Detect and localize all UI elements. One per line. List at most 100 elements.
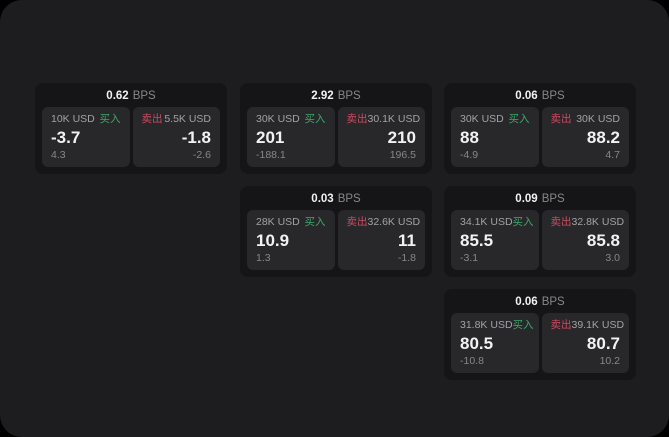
buy-quote-tile[interactable]: 30K USD 买入 201 -188.1 — [247, 107, 335, 167]
spread-bps-suffix: BPS — [132, 90, 156, 102]
buy-quote-tile[interactable]: 10K USD 买入 -3.7 4.3 — [42, 107, 130, 167]
quote-tiles: 31.8K USD 买入 80.5 -10.8 卖出 39.1K USD 80.… — [451, 313, 629, 373]
sell-price-value: 88.2 — [586, 128, 620, 147]
buy-quote-tile[interactable]: 31.8K USD 买入 80.5 -10.8 — [451, 313, 539, 373]
buy-price-value: 80.5 — [460, 334, 494, 353]
quote-tiles: 30K USD 买入 201 -188.1 卖出 30.1K USD 210 1… — [247, 107, 425, 167]
sell-size-label: 5.5K USD — [164, 113, 211, 125]
buy-price-value: 10.9 — [256, 231, 290, 250]
sell-delta-value: 3.0 — [605, 252, 620, 264]
sell-size-label: 30.1K USD — [367, 113, 421, 125]
sell-tile-top: 卖出 32.6K USD — [346, 216, 421, 228]
spread-header: 2.92 BPS — [240, 83, 432, 106]
buy-delta-value: 1.3 — [256, 252, 271, 264]
quote-tiles: 10K USD 买入 -3.7 4.3 卖出 5.5K USD -1.8 -2.… — [42, 107, 220, 167]
sell-tile-top: 卖出 30.1K USD — [346, 113, 421, 125]
sell-tile-top: 卖出 5.5K USD — [142, 114, 212, 125]
buy-side-badge: 买入 — [304, 113, 326, 125]
buy-delta-value: -188.1 — [256, 149, 286, 161]
quote-card: 0.06 BPS 30K USD 买入 88 -4.9 卖出 30K USD 8… — [444, 83, 636, 174]
buy-delta-value: -3.1 — [460, 252, 479, 264]
buy-side-badge: 买入 — [512, 319, 534, 331]
buy-delta-value: 4.3 — [51, 149, 66, 161]
quote-card: 2.92 BPS 30K USD 买入 201 -188.1 卖出 30.1K … — [240, 83, 432, 174]
sell-quote-tile[interactable]: 卖出 32.8K USD 85.8 3.0 — [541, 210, 629, 270]
buy-tile-top: 10K USD 买入 — [51, 114, 121, 125]
quote-tiles: 30K USD 买入 88 -4.9 卖出 30K USD 88.2 4.7 — [451, 107, 629, 167]
buy-quote-tile[interactable]: 34.1K USD 买入 85.5 -3.1 — [451, 210, 539, 270]
spread-header: 0.06 BPS — [444, 83, 636, 106]
buy-delta-value: -4.9 — [460, 149, 479, 161]
buy-tile-top: 30K USD 买入 — [256, 114, 326, 125]
spread-bps-suffix: BPS — [541, 90, 565, 102]
spread-bps-value: 2.92 — [311, 90, 334, 102]
buy-size-label: 31.8K USD — [460, 319, 513, 331]
buy-price-value: 88 — [460, 128, 479, 147]
buy-side-badge: 买入 — [99, 113, 121, 125]
buy-tile-top: 31.8K USD 买入 — [460, 319, 534, 331]
sell-size-label: 30K USD — [576, 113, 620, 125]
sell-price-value: -1.8 — [181, 128, 211, 147]
sell-size-label: 39.1K USD — [571, 319, 625, 331]
sell-price-value: 85.8 — [586, 231, 620, 250]
sell-quote-tile[interactable]: 卖出 32.6K USD 11 -1.8 — [337, 210, 425, 270]
sell-price-value: 11 — [398, 231, 416, 250]
quote-tiles: 34.1K USD 买入 85.5 -3.1 卖出 32.8K USD 85.8… — [451, 210, 629, 270]
sell-side-badge: 卖出 — [346, 113, 368, 125]
spread-bps-suffix: BPS — [541, 193, 565, 205]
sell-price-value: 80.7 — [586, 334, 620, 353]
sell-quote-tile[interactable]: 卖出 30.1K USD 210 196.5 — [337, 107, 425, 167]
buy-side-badge: 买入 — [304, 216, 326, 228]
buy-side-badge: 买入 — [512, 216, 534, 228]
quote-card: 0.62 BPS 10K USD 买入 -3.7 4.3 卖出 5.5K USD… — [35, 83, 227, 174]
spread-bps-value: 0.09 — [515, 193, 538, 205]
buy-size-label: 28K USD — [256, 216, 300, 228]
buy-size-label: 30K USD — [460, 113, 504, 125]
sell-side-badge: 卖出 — [141, 113, 163, 125]
sell-price-value: 210 — [387, 128, 416, 147]
spread-bps-suffix: BPS — [541, 296, 565, 308]
spread-bps-value: 0.62 — [106, 90, 129, 102]
buy-quote-tile[interactable]: 28K USD 买入 10.9 1.3 — [247, 210, 335, 270]
spread-header: 0.03 BPS — [240, 186, 432, 209]
buy-tile-top: 30K USD 买入 — [460, 114, 530, 125]
sell-side-badge: 卖出 — [346, 216, 368, 228]
sell-size-label: 32.6K USD — [367, 216, 421, 228]
buy-quote-tile[interactable]: 30K USD 买入 88 -4.9 — [451, 107, 539, 167]
sell-quote-tile[interactable]: 卖出 30K USD 88.2 4.7 — [541, 107, 629, 167]
spread-bps-suffix: BPS — [337, 193, 361, 205]
sell-tile-top: 卖出 39.1K USD — [550, 319, 625, 331]
sell-side-badge: 卖出 — [550, 216, 572, 228]
spread-bps-suffix: BPS — [337, 90, 361, 102]
buy-size-label: 30K USD — [256, 113, 300, 125]
spread-bps-value: 0.03 — [311, 193, 334, 205]
spread-header: 0.06 BPS — [444, 289, 636, 312]
quote-card: 0.06 BPS 31.8K USD 买入 80.5 -10.8 卖出 39.1… — [444, 289, 636, 380]
sell-delta-value: -2.6 — [192, 149, 211, 161]
buy-size-label: 34.1K USD — [460, 216, 513, 228]
sell-delta-value: -1.8 — [397, 252, 416, 264]
buy-price-value: 201 — [256, 128, 285, 147]
spread-bps-value: 0.06 — [515, 90, 538, 102]
sell-delta-value: 196.5 — [389, 149, 416, 161]
buy-tile-top: 28K USD 买入 — [256, 217, 326, 228]
buy-price-value: -3.7 — [51, 128, 81, 147]
sell-delta-value: 4.7 — [605, 149, 620, 161]
buy-tile-top: 34.1K USD 买入 — [460, 216, 534, 228]
sell-quote-tile[interactable]: 卖出 5.5K USD -1.8 -2.6 — [132, 107, 220, 167]
spread-header: 0.09 BPS — [444, 186, 636, 209]
sell-quote-tile[interactable]: 卖出 39.1K USD 80.7 10.2 — [541, 313, 629, 373]
quote-card: 0.09 BPS 34.1K USD 买入 85.5 -3.1 卖出 32.8K… — [444, 186, 636, 277]
sell-side-badge: 卖出 — [550, 113, 572, 125]
quote-tiles: 28K USD 买入 10.9 1.3 卖出 32.6K USD 11 -1.8 — [247, 210, 425, 270]
spread-header: 0.62 BPS — [35, 83, 227, 106]
buy-side-badge: 买入 — [508, 113, 530, 125]
sell-side-badge: 卖出 — [550, 319, 572, 331]
quote-card: 0.03 BPS 28K USD 买入 10.9 1.3 卖出 32.6K US… — [240, 186, 432, 277]
sell-tile-top: 卖出 30K USD — [551, 114, 621, 125]
buy-price-value: 85.5 — [460, 231, 494, 250]
sell-size-label: 32.8K USD — [571, 216, 625, 228]
buy-size-label: 10K USD — [51, 113, 95, 125]
spread-bps-value: 0.06 — [515, 296, 538, 308]
